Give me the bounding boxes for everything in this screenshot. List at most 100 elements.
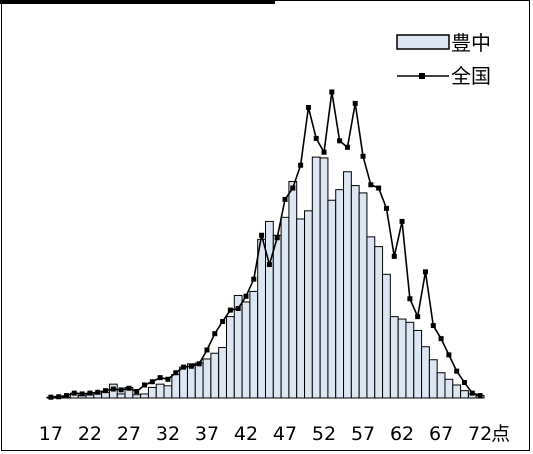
legend: 豊中 全国	[396, 31, 491, 88]
bar-56	[350, 185, 360, 399]
bar-43	[249, 290, 259, 399]
national-point-69	[454, 368, 460, 374]
bar-53	[327, 199, 337, 399]
national-point-46	[274, 235, 280, 241]
x-tick-label: 62	[390, 423, 414, 445]
national-point-52	[321, 149, 327, 155]
national-point-27	[126, 385, 132, 391]
bar-42	[241, 301, 251, 399]
x-tick-label: 67	[429, 423, 453, 445]
national-point-54	[337, 138, 343, 144]
x-tick-label: 22	[78, 423, 102, 445]
legend-swatch-toyonaka	[396, 34, 450, 50]
national-point-25	[110, 386, 116, 392]
national-line	[48, 89, 483, 400]
bar-44	[257, 238, 267, 399]
national-point-42	[243, 293, 249, 299]
national-point-28	[134, 388, 140, 394]
bar-33	[171, 373, 181, 399]
bar-57	[358, 192, 368, 399]
bar-67	[436, 372, 446, 399]
bar-32	[163, 385, 173, 399]
bar-40	[225, 316, 235, 399]
bar-68	[444, 378, 454, 399]
national-point-23	[95, 389, 101, 395]
national-point-21	[79, 391, 85, 397]
bar-51	[311, 156, 321, 399]
national-point-55	[344, 144, 350, 150]
bar-26	[116, 393, 126, 399]
national-point-63	[407, 296, 413, 302]
x-tick-label: 72	[468, 423, 492, 445]
x-tick-label: 32	[156, 423, 180, 445]
national-point-26	[118, 387, 124, 393]
national-point-70	[461, 380, 467, 386]
national-point-30	[149, 379, 155, 385]
bar-29	[140, 393, 149, 399]
national-point-34	[181, 364, 187, 370]
legend-label-toyonaka: 豊中	[451, 31, 491, 55]
national-point-50	[305, 104, 311, 110]
national-point-37	[204, 347, 210, 353]
bar-52	[319, 157, 329, 399]
national-point-18	[56, 394, 62, 400]
bar-45	[265, 220, 274, 399]
x-tick-label: 52	[312, 423, 336, 445]
bar-39	[218, 347, 227, 399]
national-point-17	[48, 394, 54, 400]
bar-61	[389, 316, 399, 399]
national-point-51	[313, 135, 319, 141]
national-point-24	[103, 388, 109, 394]
x-tick-label: 27	[117, 423, 141, 445]
bar-49	[296, 218, 306, 399]
bar-65	[421, 346, 430, 399]
x-tick-label: 57	[351, 423, 375, 445]
bar-34	[179, 366, 188, 399]
national-point-65	[422, 269, 428, 275]
x-tick-label: 37	[195, 423, 219, 445]
x-axis-ticks: 17 22 27 32 37 42 47 52 57 62 67 72点	[39, 423, 510, 445]
national-point-58	[368, 182, 374, 188]
national-point-68	[446, 352, 452, 358]
national-point-20	[71, 390, 77, 396]
bar-47	[280, 216, 290, 399]
national-point-53	[329, 89, 335, 95]
national-point-22	[87, 390, 93, 396]
national-point-31	[157, 375, 163, 381]
national-point-48	[290, 185, 296, 191]
bar-59	[374, 246, 384, 399]
legend-label-national: 全国	[451, 64, 491, 88]
national-point-57	[360, 153, 366, 159]
bar-46	[272, 234, 282, 399]
national-point-43	[251, 276, 257, 282]
bar-63	[405, 321, 415, 399]
national-point-59	[376, 185, 382, 191]
national-point-29	[142, 382, 148, 388]
national-point-56	[352, 100, 358, 106]
national-point-72	[477, 393, 483, 399]
national-point-41	[235, 305, 241, 311]
national-point-33	[173, 370, 179, 376]
national-point-19	[64, 393, 70, 399]
national-point-60	[383, 205, 389, 211]
bar-38	[210, 352, 220, 399]
national-point-61	[391, 253, 397, 259]
x-axis-unit: 点	[491, 423, 510, 445]
bar-28	[132, 394, 142, 399]
bar-48	[288, 181, 298, 399]
national-point-67	[438, 336, 444, 342]
national-point-64	[415, 314, 421, 320]
national-point-62	[399, 218, 405, 224]
national-point-49	[298, 162, 304, 168]
bar-50	[304, 210, 313, 399]
bar-35	[186, 363, 196, 399]
national-point-35	[188, 363, 194, 369]
bar-64	[413, 329, 423, 399]
bar-60	[382, 273, 391, 399]
legend-marker-national	[419, 73, 425, 79]
national-point-39	[220, 319, 226, 324]
national-point-45	[266, 262, 272, 268]
bar-37	[202, 358, 212, 399]
bar-30	[147, 386, 157, 399]
